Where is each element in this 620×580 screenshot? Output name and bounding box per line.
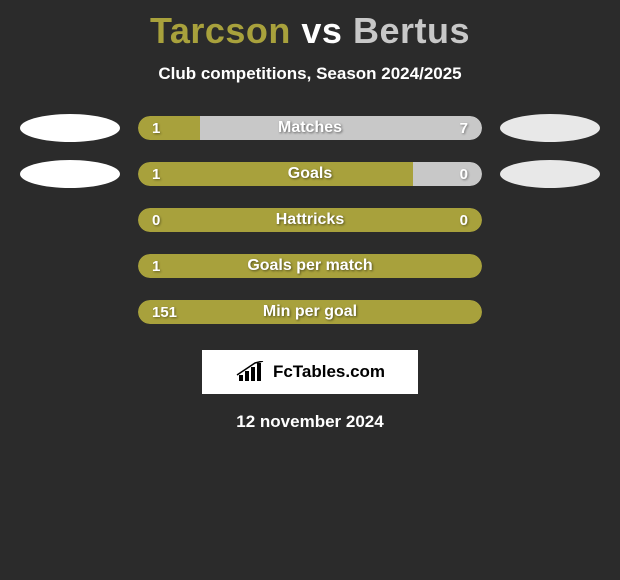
player1-avatar — [20, 160, 120, 188]
stat-label: Matches — [138, 116, 482, 140]
stat-label: Min per goal — [138, 300, 482, 324]
stat-label: Goals — [138, 162, 482, 186]
subtitle-text: Club competitions, Season 2024/2025 — [0, 64, 620, 84]
stat-bar: 10Goals — [138, 162, 482, 186]
stat-row: 10Goals — [0, 160, 620, 188]
avatar-spacer — [20, 298, 120, 326]
stat-bar: 17Matches — [138, 116, 482, 140]
stat-row: 17Matches — [0, 114, 620, 142]
fctables-icon — [235, 361, 269, 383]
avatar-spacer — [500, 206, 600, 234]
comparison-title: Tarcson vs Bertus — [0, 0, 620, 52]
avatar-spacer — [20, 206, 120, 234]
vs-text: vs — [301, 10, 342, 51]
avatar-spacer — [20, 252, 120, 280]
stat-bar: 151Min per goal — [138, 300, 482, 324]
fctables-badge: FcTables.com — [202, 350, 418, 394]
stat-label: Hattricks — [138, 208, 482, 232]
player2-name: Bertus — [353, 10, 470, 51]
stat-bar: 00Hattricks — [138, 208, 482, 232]
date-text: 12 november 2024 — [0, 412, 620, 432]
stat-label: Goals per match — [138, 254, 482, 278]
stat-row: 151Min per goal — [0, 298, 620, 326]
stat-bar: 1Goals per match — [138, 254, 482, 278]
player2-avatar — [500, 160, 600, 188]
badge-label: FcTables.com — [273, 362, 385, 382]
player1-avatar — [20, 114, 120, 142]
stat-row: 1Goals per match — [0, 252, 620, 280]
avatar-spacer — [500, 252, 600, 280]
avatar-spacer — [500, 298, 600, 326]
player2-avatar — [500, 114, 600, 142]
stat-row: 00Hattricks — [0, 206, 620, 234]
stats-container: 17Matches 10Goals 00Hattricks 1Goals per ma… — [0, 114, 620, 326]
player1-name: Tarcson — [150, 10, 291, 51]
